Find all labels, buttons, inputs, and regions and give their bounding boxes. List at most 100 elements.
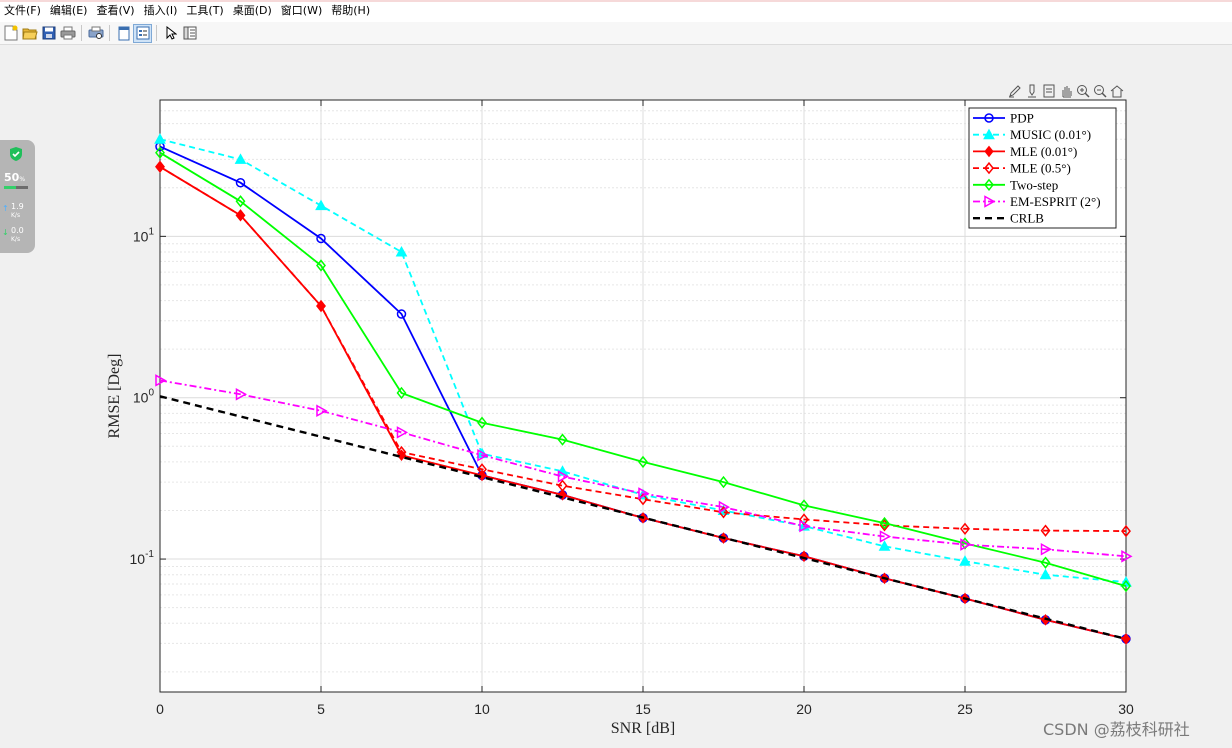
data-point (879, 530, 892, 543)
series-3 (155, 160, 1131, 538)
pan-icon[interactable] (1057, 82, 1074, 99)
watermark: CSDN @荔枝科研社 (1043, 720, 1190, 739)
upload-speed: 1.9 (11, 202, 24, 211)
data-point (316, 299, 326, 313)
series-line (159, 395, 1127, 641)
menu-item[interactable]: 窗口(W) (280, 4, 323, 17)
data-point (235, 209, 246, 222)
legend-label: Two-step (1010, 177, 1058, 192)
data-point (235, 388, 248, 401)
legend-label: PDP (1010, 111, 1034, 126)
network-monitor-widget[interactable]: 50% ↑ 1.9 K/s ↓ 0.0 K/s (0, 140, 35, 253)
legend-label: MUSIC (0.01°) (1010, 127, 1091, 142)
data-point (799, 513, 809, 526)
menu-item[interactable]: 工具(T) (186, 4, 224, 17)
menu-item[interactable]: 文件(F) (4, 4, 41, 17)
y-tick-label: 101 (133, 226, 155, 244)
data-point (1040, 556, 1051, 569)
series-line (159, 166, 1127, 532)
toolbar-separator (109, 25, 110, 41)
data-point (396, 426, 409, 439)
data-point (1121, 579, 1131, 593)
data-point (718, 500, 731, 514)
data-point (396, 445, 407, 459)
data-point (557, 489, 568, 501)
property-editor-icon[interactable] (133, 23, 152, 43)
data-point (718, 475, 729, 489)
save-icon[interactable] (39, 24, 58, 43)
toolbar-separator (81, 25, 82, 41)
upload-unit: K/s (11, 212, 21, 219)
menu-item[interactable]: 查看(V) (96, 4, 135, 17)
axes-toolbar (1006, 82, 1125, 99)
zoom-in-icon[interactable] (1074, 82, 1091, 99)
data-point (396, 309, 407, 319)
x-tick-label: 20 (796, 701, 812, 717)
data-point (557, 470, 570, 483)
series-line (159, 151, 1127, 587)
data-point (155, 160, 165, 173)
plot-browser-icon[interactable] (180, 24, 199, 43)
zoom-out-icon[interactable] (1091, 82, 1108, 99)
y-tick-exponent: -1 (145, 549, 154, 560)
data-point (799, 499, 809, 512)
data-point (959, 555, 971, 566)
upload-arrow-icon: ↑ (2, 204, 9, 213)
print-icon[interactable] (58, 24, 77, 43)
y-axis-label: RMSE [Deg] (106, 354, 123, 439)
download-unit: K/s (11, 236, 21, 243)
export-icon[interactable] (1040, 82, 1057, 99)
data-point (396, 386, 407, 400)
data-point (557, 479, 568, 492)
x-tick-label: 5 (317, 701, 325, 717)
home-icon[interactable] (1108, 82, 1125, 99)
data-point (1039, 568, 1052, 580)
legend-marker (984, 145, 994, 158)
x-tick-label: 15 (635, 701, 651, 717)
data-point (879, 516, 890, 530)
legend-label: MLE (0.01°) (1010, 144, 1077, 159)
x-tick-label: 25 (957, 701, 973, 717)
data-point (1040, 542, 1053, 556)
legend-marker (984, 113, 994, 123)
data-point (154, 133, 166, 144)
data-point (155, 374, 167, 387)
new-figure-icon[interactable] (1, 24, 20, 43)
series-5 (155, 374, 1133, 563)
print-preview-icon[interactable] (86, 24, 105, 43)
data-point (1040, 524, 1051, 537)
dock-icon[interactable] (114, 24, 133, 43)
data-point (1121, 633, 1131, 645)
data-tips-icon[interactable] (1023, 82, 1040, 99)
open-file-icon[interactable] (20, 24, 39, 43)
brush-icon[interactable] (1006, 82, 1023, 99)
data-point (638, 455, 648, 469)
data-point (477, 448, 489, 462)
shield-check-icon (10, 147, 22, 161)
menu-bar: 文件(F) 编辑(E) 查看(V) 插入(I) 工具(T) 桌面(D) 窗口(W) 帮助(H) (0, 0, 1232, 23)
x-tick-label: 10 (474, 701, 490, 717)
menu-item[interactable]: 桌面(D) (232, 4, 272, 17)
y-tick-base: 10 (133, 228, 149, 244)
download-speed: 0.0 (11, 226, 24, 235)
data-point (960, 537, 970, 550)
data-point (878, 540, 891, 551)
usage-bar (4, 186, 28, 189)
data-point (477, 463, 487, 476)
x-tick-label: 0 (156, 701, 164, 717)
menu-item[interactable]: 帮助(H) (331, 4, 371, 17)
data-point (316, 259, 326, 272)
legend-label: CRLB (1010, 211, 1044, 226)
menu-item[interactable]: 插入(I) (143, 4, 178, 17)
data-point (235, 177, 246, 188)
data-point (316, 404, 328, 418)
data-point (799, 519, 811, 533)
data-point (557, 433, 568, 446)
data-point (316, 233, 326, 244)
data-point (638, 487, 650, 500)
menu-item[interactable]: 编辑(E) (49, 4, 88, 17)
pointer-icon[interactable] (161, 24, 180, 43)
legend-marker (984, 178, 994, 192)
